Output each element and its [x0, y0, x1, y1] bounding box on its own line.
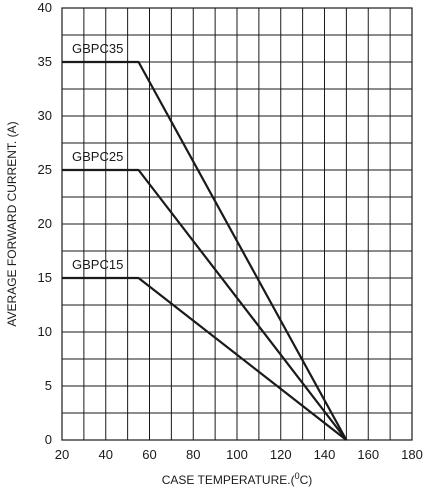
y-tick-label: 0 [45, 432, 52, 447]
x-axis-ticks: 20 40 60 80 100 120 140 160 180 [55, 447, 423, 462]
y-axis-ticks: 0 5 10 15 20 25 30 35 40 [38, 0, 52, 447]
y-axis-title: AVERAGE FORWARD CURRENT. (A) [5, 121, 19, 326]
x-tick-label: 40 [99, 447, 113, 462]
series-line-gbpc15 [62, 276, 348, 441]
x-axis-title-end: C) [300, 473, 313, 487]
y-tick-label: 15 [38, 270, 52, 285]
y-tick-label: 5 [45, 378, 52, 393]
series-layer: GBPC35 GBPC25 GBPC15 [62, 41, 348, 441]
x-tick-label: 20 [55, 447, 69, 462]
y-tick-label: 30 [38, 108, 52, 123]
x-tick-label: 140 [314, 447, 336, 462]
y-tick-label: 35 [38, 54, 52, 69]
x-tick-label: 60 [142, 447, 156, 462]
x-axis-title: CASE TEMPERATURE.(0C) [162, 471, 313, 487]
series-line-gbpc35 [62, 60, 348, 441]
series-label-gbpc25: GBPC25 [72, 149, 123, 164]
y-tick-label: 10 [38, 324, 52, 339]
y-tick-label: 20 [38, 216, 52, 231]
x-tick-label: 100 [226, 447, 248, 462]
series-line-gbpc25 [62, 168, 348, 441]
plot-frame [61, 7, 413, 441]
x-tick-label: 80 [186, 447, 200, 462]
x-tick-label: 180 [401, 447, 423, 462]
y-tick-label: 40 [38, 0, 52, 15]
series-label-gbpc35: GBPC35 [72, 41, 123, 56]
series-label-gbpc15: GBPC15 [72, 257, 123, 272]
grid [62, 8, 412, 440]
x-axis-title-main: CASE TEMPERATURE.( [162, 473, 295, 487]
x-axis-title-superscript: 0 [295, 471, 300, 481]
y-tick-label: 25 [38, 162, 52, 177]
x-tick-label: 120 [270, 447, 292, 462]
x-tick-label: 160 [357, 447, 379, 462]
